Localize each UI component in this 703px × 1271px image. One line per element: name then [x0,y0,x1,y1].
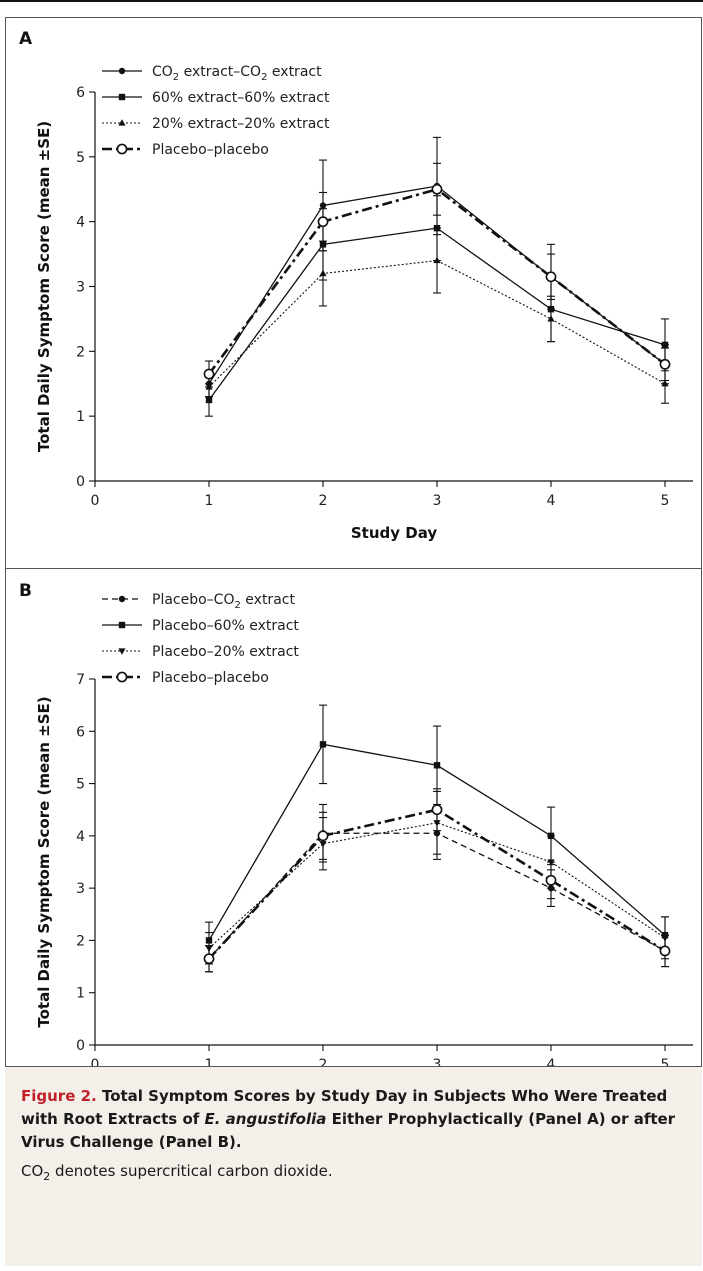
figure-label: Figure 2. [21,1087,97,1105]
caption-title-pre: Total Symptom Scores by Study Day in Sub… [21,1087,668,1128]
panel-b-legend-marker [116,671,128,683]
panel-a-legend-label: 20% extract–20% extract [152,116,330,132]
panel-a-x-tick-label: 3 [433,493,442,509]
panel-a-data-point [545,271,557,283]
panel-a-x-tick-label: 4 [547,493,556,509]
panel-a-legend-marker [118,67,126,75]
panel-b-x-tick-label: 5 [661,1057,670,1066]
panel-b-letter: B [19,581,32,601]
panel-a-x-tick-label: 5 [661,493,670,509]
panel-b-y-tick-label: 4 [76,829,85,845]
panel-a-x-axis-title: Study Day [351,524,438,542]
panel-b-y-tick-label: 6 [76,724,85,740]
panel-b-series-line [208,808,666,960]
panel-a-legend-marker [118,119,126,126]
chart-panel-a: A 0 1 2 3 4 5 6 0 1 2 3 4 5 Study Day Total Daily Sympt… [19,29,693,542]
caption-note-sub: 2 [43,1170,51,1183]
panel-a-data-point [547,315,555,322]
caption-note: CO2 denotes supercritical carbon dioxide… [21,1160,688,1188]
panel-a-y-tick-label: 2 [76,344,85,360]
panel-b-y-tick-label: 0 [76,1038,85,1054]
panel-a-legend-label: 60% extract–60% extract [152,90,330,106]
panel-b-x-tick-label: 0 [91,1057,100,1066]
panel-a-letter: A [19,29,33,49]
panel-a-legend-label: CO2 extract–CO2 extract [152,64,322,83]
panel-b-data-point [659,945,671,957]
panel-a-legend-marker [118,93,126,101]
caption-title: Figure 2. Total Symptom Scores by Study … [21,1085,688,1154]
panel-b-y-axis-title: Total Daily Symptom Score (mean ±SE) [35,696,53,1027]
panel-a-data-point [431,183,443,195]
panel-a-data-point [319,269,327,277]
top-rule [0,0,703,2]
panel-a-y-tick-label: 5 [76,150,85,166]
panel-b-y-tick-label: 5 [76,777,85,793]
panel-b-data-point [431,804,443,816]
panel-a-y-tick-label: 4 [76,215,85,231]
panel-b-series-line [208,822,666,949]
panel-b-y-tick-label: 3 [76,881,85,897]
caption-title-post: Either Prophylactically (Panel A) or aft… [21,1110,676,1151]
panel-a-data-point [317,216,329,228]
panel-a-y-tick-label: 0 [76,474,85,490]
caption-title-species: E. angustifolia [204,1110,327,1128]
panel-b-data-point [203,953,215,965]
panel-a-legend-marker [116,143,128,155]
panel-b-data-point [433,762,441,769]
figure-caption: Figure 2. Total Symptom Scores by Study … [5,1066,702,1266]
caption-note-rest: denotes supercritical carbon dioxide. [50,1162,333,1180]
panel-b-y-tick-label: 2 [76,933,85,949]
figure-frame [5,17,702,1266]
panel-a-y-tick-label: 1 [76,409,85,425]
panel-b-legend-label: Placebo–60% extract [152,618,299,634]
panel-b-legend-marker [118,648,126,655]
panel-b-legend-marker [118,621,126,629]
panel-b-x-tick-label: 4 [547,1057,556,1066]
panel-a-x-tick-label: 2 [319,493,328,509]
panel-a-x-tick-label: 1 [205,493,214,509]
panel-b-y-tick-label: 1 [76,986,85,1002]
panel-b-data-point [317,830,329,842]
panel-a-y-tick-label: 6 [76,85,85,101]
caption-note-co: CO [21,1162,44,1180]
panel-a-x-tick-label: 0 [91,493,100,509]
panel-a-data-point [203,368,215,380]
panel-b-y-tick-label: 7 [76,672,85,688]
panel-a-data-point [433,256,441,264]
panel-a-data-point [661,341,669,349]
panel-b-x-tick-label: 2 [319,1057,328,1066]
panel-b-legend-marker [118,595,126,603]
panel-a-legend-label: Placebo–placebo [152,142,269,158]
panel-b-x-tick-label: 3 [433,1057,442,1066]
panel-a-y-tick-label: 3 [76,280,85,296]
panel-a-data-point [659,358,671,370]
panel-b-legend-label: Placebo–placebo [152,670,269,686]
panel-b-x-tick-label: 1 [205,1057,214,1066]
panel-a-data-point [661,379,669,387]
panel-b-data-point [319,741,327,748]
panel-a: A 0 1 2 3 4 5 6 0 1 2 3 4 5 Study Day Total Daily Sympt… [5,17,702,569]
panel-a-y-axis-title: Total Daily Symptom Score (mean ±SE) [35,121,53,452]
panel-b-legend-label: Placebo–20% extract [152,644,299,660]
panel-a-data-point [205,396,213,404]
panel-b-data-point [545,874,557,886]
panel-b-legend-label: Placebo–CO2 extract [152,592,295,611]
